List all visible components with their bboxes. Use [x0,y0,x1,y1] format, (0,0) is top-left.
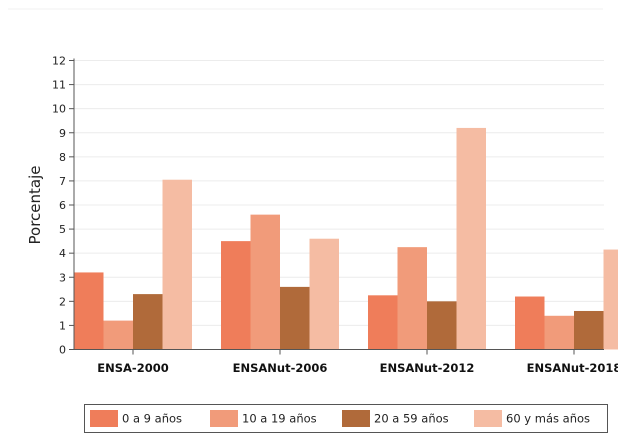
y-tick-label: 0 [59,344,66,357]
bar [74,272,104,350]
legend: 0 a 9 años 10 a 19 años 20 a 59 años 60 y m… [84,404,608,433]
x-category-label: ENSANut-2018 [527,361,618,375]
legend-swatch [210,410,238,427]
y-tick-label: 1 [59,319,66,332]
bar [397,247,427,350]
y-tick-label: 10 [52,103,66,116]
legend-swatch [90,410,118,427]
y-tick-label: 2 [59,295,66,308]
x-category-label: ENSA-2000 [97,361,168,375]
y-tick-label: 5 [59,223,66,236]
y-tick-label: 3 [59,271,66,284]
bar [280,286,310,350]
legend-label: 20 a 59 años [374,412,449,426]
bar [133,294,163,350]
bars-group [74,127,618,350]
x-category-label: ENSANut-2012 [380,361,475,375]
bar [544,315,574,350]
bar [603,249,618,350]
legend-label: 0 a 9 años [122,412,182,426]
bar [456,127,486,350]
legend-swatch [342,410,370,427]
bar [221,241,251,350]
y-tick-label: 9 [59,127,66,140]
legend-label: 10 a 19 años [242,412,317,426]
bar [103,320,133,350]
y-axis-label: Porcentaje [26,166,44,245]
bar [250,214,280,350]
y-tick-label: 8 [59,151,66,164]
x-category-label: ENSANut-2006 [233,361,328,375]
legend-swatch [474,410,502,427]
bar [162,179,192,350]
y-tick-label: 12 [52,55,66,68]
bar [309,238,339,350]
bar [368,295,398,350]
y-tick-label: 7 [59,175,66,188]
legend-label: 60 y más años [506,412,590,426]
y-tick-label: 6 [59,199,66,212]
y-tick-label: 11 [52,79,66,92]
bar [515,296,545,350]
bar [574,310,604,350]
y-tick-label: 4 [59,247,66,260]
bar [427,301,457,350]
